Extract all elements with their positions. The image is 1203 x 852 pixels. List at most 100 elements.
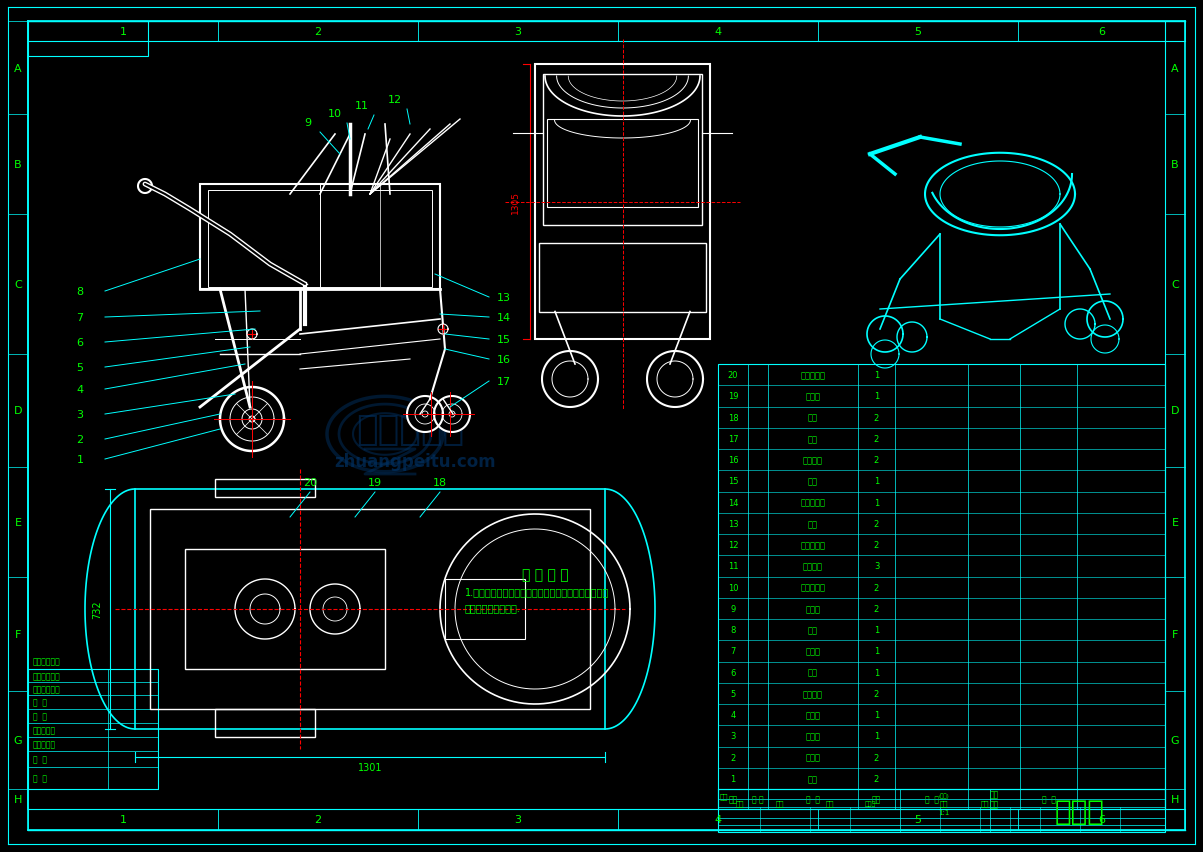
Text: 1: 1 xyxy=(873,625,879,635)
Text: 后轮: 后轮 xyxy=(808,435,818,443)
Text: 8: 8 xyxy=(77,286,83,296)
Bar xyxy=(28,22,148,57)
Text: 13: 13 xyxy=(728,519,739,528)
Polygon shape xyxy=(1091,325,1119,354)
Text: 3: 3 xyxy=(730,732,736,740)
Text: E: E xyxy=(1172,517,1179,527)
Text: 10: 10 xyxy=(728,583,739,592)
Text: 1301: 1301 xyxy=(357,762,383,772)
Text: 16: 16 xyxy=(728,456,739,464)
Text: 2: 2 xyxy=(873,752,879,762)
Text: 1: 1 xyxy=(873,732,879,740)
Text: 重量: 重量 xyxy=(980,800,989,806)
Text: 连杆: 连杆 xyxy=(808,668,818,676)
Text: 1305: 1305 xyxy=(510,191,520,214)
Bar xyxy=(185,550,385,669)
Polygon shape xyxy=(235,579,295,639)
Text: 借通用件登记: 借通用件登记 xyxy=(32,684,60,694)
Text: 1: 1 xyxy=(873,477,879,486)
Text: 曲钢管: 曲钢管 xyxy=(806,647,820,655)
Text: 3: 3 xyxy=(515,27,521,37)
Bar xyxy=(539,244,706,312)
Text: 搁篮: 搁篮 xyxy=(808,625,818,635)
Text: B: B xyxy=(1172,160,1179,170)
Text: 3: 3 xyxy=(873,561,879,571)
Text: 握手把: 握手把 xyxy=(806,392,820,401)
Text: 20: 20 xyxy=(728,371,739,380)
Polygon shape xyxy=(442,405,462,424)
Bar xyxy=(543,75,703,226)
Text: 2: 2 xyxy=(730,752,735,762)
Polygon shape xyxy=(455,529,615,689)
Text: 前辅固定板: 前辅固定板 xyxy=(800,540,825,550)
Polygon shape xyxy=(867,317,903,353)
Text: 前摆架杆: 前摆架杆 xyxy=(802,689,823,698)
Text: 2: 2 xyxy=(77,435,83,445)
Text: 装配设计师: 装配设计师 xyxy=(356,412,464,446)
Text: D: D xyxy=(13,406,22,416)
Text: 732: 732 xyxy=(91,600,102,619)
Text: 15: 15 xyxy=(728,477,739,486)
Text: 标准化: 标准化 xyxy=(865,800,876,806)
Text: 2: 2 xyxy=(873,583,879,592)
Bar xyxy=(535,65,710,340)
Text: 11: 11 xyxy=(355,101,369,111)
Text: 1: 1 xyxy=(873,668,879,676)
Text: 比例: 比例 xyxy=(940,800,948,806)
Text: 2: 2 xyxy=(873,689,879,698)
Text: 把手固定架: 把手固定架 xyxy=(800,498,825,507)
Text: 7: 7 xyxy=(730,647,736,655)
Polygon shape xyxy=(1065,309,1095,340)
Text: 10: 10 xyxy=(328,109,342,119)
Text: 撑杆: 撑杆 xyxy=(808,519,818,528)
Text: 1: 1 xyxy=(730,774,735,783)
Text: 5: 5 xyxy=(914,27,921,37)
Polygon shape xyxy=(322,597,346,621)
Text: 1: 1 xyxy=(119,814,126,824)
Text: 12: 12 xyxy=(728,540,739,550)
Text: 2: 2 xyxy=(314,27,321,37)
Text: 前摆架杆: 前摆架杆 xyxy=(802,561,823,571)
Text: 篷盔固定杆: 篷盔固定杆 xyxy=(800,583,825,592)
Text: 序号: 序号 xyxy=(728,795,737,803)
Text: 12: 12 xyxy=(387,95,402,105)
Text: 9: 9 xyxy=(304,118,312,128)
Text: 材  料: 材 料 xyxy=(924,795,938,803)
Text: 设计: 设计 xyxy=(736,800,745,806)
Text: 4: 4 xyxy=(77,384,83,394)
Polygon shape xyxy=(220,388,284,452)
Text: 4: 4 xyxy=(730,711,735,719)
Bar xyxy=(215,480,315,498)
Text: 18: 18 xyxy=(433,477,448,487)
Text: 8: 8 xyxy=(730,625,736,635)
Text: 离合器: 离合器 xyxy=(806,711,820,719)
Text: zhuangpeitu.com: zhuangpeitu.com xyxy=(334,452,496,470)
Text: 2: 2 xyxy=(873,413,879,422)
Text: 2: 2 xyxy=(873,540,879,550)
Text: 15: 15 xyxy=(497,335,511,344)
Text: 旧底图总号: 旧底图总号 xyxy=(32,726,57,734)
Polygon shape xyxy=(247,330,257,340)
Text: 9: 9 xyxy=(730,604,735,613)
Bar xyxy=(135,489,605,729)
Text: B: B xyxy=(14,160,22,170)
Text: A: A xyxy=(14,63,22,73)
Text: 17: 17 xyxy=(497,377,511,387)
Polygon shape xyxy=(552,361,588,398)
Text: 6: 6 xyxy=(1098,27,1106,37)
Text: 名  称: 名 称 xyxy=(806,795,820,803)
Text: F: F xyxy=(14,630,22,639)
Text: 离合器踏板: 离合器踏板 xyxy=(800,371,825,380)
Text: 11: 11 xyxy=(728,561,739,571)
Text: 1: 1 xyxy=(119,27,126,37)
Polygon shape xyxy=(1088,302,1122,337)
Text: 7: 7 xyxy=(77,313,83,323)
Polygon shape xyxy=(242,410,262,429)
Polygon shape xyxy=(438,325,448,335)
Text: 标准用件登记: 标准用件登记 xyxy=(32,671,60,680)
Text: G: G xyxy=(1171,735,1179,746)
Polygon shape xyxy=(230,398,274,441)
Text: 旧底图总号: 旧底图总号 xyxy=(32,740,57,749)
Text: 2: 2 xyxy=(873,435,879,443)
Text: 横梁: 横梁 xyxy=(808,477,818,486)
